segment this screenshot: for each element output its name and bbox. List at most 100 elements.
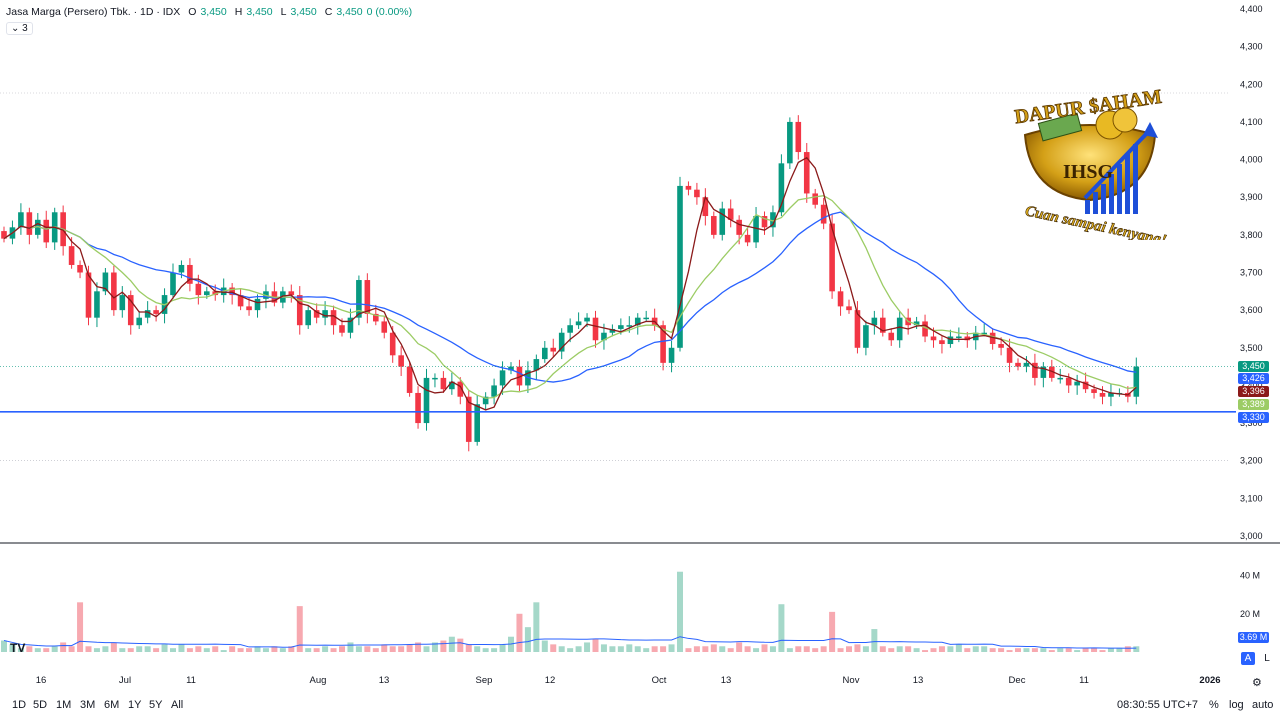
candle-body bbox=[702, 197, 709, 217]
candle-body bbox=[1133, 366, 1140, 397]
candle-body bbox=[770, 212, 776, 228]
volume-bar bbox=[93, 648, 100, 652]
volume-bar bbox=[626, 644, 633, 652]
volume-bar bbox=[220, 650, 227, 652]
volume-bar bbox=[600, 644, 607, 652]
range-all-button[interactable]: All bbox=[171, 699, 184, 711]
volume-bar bbox=[693, 646, 700, 652]
lock-l-button[interactable]: L bbox=[1264, 653, 1270, 664]
candle-body bbox=[296, 295, 303, 326]
auto-scale-button[interactable]: auto bbox=[1252, 699, 1274, 711]
time-axis-label: 13 bbox=[721, 675, 732, 686]
log-scale-button[interactable]: log bbox=[1229, 699, 1244, 711]
candle-body bbox=[423, 377, 430, 424]
volume-bar bbox=[26, 646, 33, 652]
volume-bar bbox=[896, 646, 903, 652]
ma-medium-line bbox=[3, 195, 1137, 399]
volume-bar bbox=[871, 629, 878, 652]
volume-bar bbox=[43, 648, 50, 652]
candle-body bbox=[558, 332, 565, 352]
candle-body bbox=[744, 234, 751, 243]
candle-body bbox=[550, 347, 557, 352]
volume-bar bbox=[161, 644, 168, 652]
volume-bar bbox=[769, 646, 776, 652]
indicators-toggle-button[interactable]: ⌄ 3 bbox=[6, 22, 33, 35]
candle-body bbox=[457, 381, 464, 397]
candle-body bbox=[837, 291, 844, 307]
range-1m-button[interactable]: 1M bbox=[56, 699, 72, 711]
candle-body bbox=[668, 347, 675, 363]
volume-bar bbox=[1091, 648, 1098, 652]
candle-body bbox=[26, 212, 33, 235]
candle-body bbox=[719, 208, 726, 235]
time-axis-label: Aug bbox=[310, 675, 327, 686]
range-3m-button[interactable]: 3M bbox=[80, 699, 96, 711]
close-label: C bbox=[324, 6, 333, 18]
auto-fit-a-button[interactable]: A bbox=[1241, 652, 1255, 665]
candle-body bbox=[144, 310, 151, 318]
volume-bar bbox=[930, 648, 937, 652]
candle-body bbox=[1074, 381, 1080, 386]
range-5d-button[interactable]: 5D bbox=[33, 699, 48, 711]
candle-body bbox=[178, 264, 185, 273]
time-axis-label: 12 bbox=[545, 675, 556, 686]
candle-body bbox=[660, 325, 666, 363]
tv-logo[interactable]: TV bbox=[10, 641, 26, 655]
volume-bar bbox=[964, 648, 971, 652]
time-axis-label: 13 bbox=[913, 675, 924, 686]
candle-body bbox=[212, 291, 219, 296]
price-axis-label: 4,100 bbox=[1240, 117, 1263, 127]
volume-bar bbox=[1031, 648, 1038, 652]
volume-bar bbox=[246, 648, 253, 652]
range-1d-button[interactable]: 1D bbox=[12, 699, 27, 711]
volume-bar bbox=[575, 646, 582, 652]
volume-bar bbox=[795, 646, 802, 652]
volume-bar bbox=[51, 646, 58, 652]
volume-bar bbox=[144, 646, 151, 652]
settings-gear-icon[interactable]: ⚙ bbox=[1252, 677, 1262, 689]
volume-bar bbox=[972, 646, 979, 652]
volume-bar bbox=[1048, 650, 1055, 652]
logo-top-text: DAPUR $AHAM bbox=[1013, 86, 1163, 128]
volume-bar bbox=[136, 646, 143, 652]
range-5y-button[interactable]: 5Y bbox=[149, 699, 163, 711]
chevron-down-icon: ⌄ bbox=[11, 23, 20, 34]
candle-body bbox=[829, 223, 835, 292]
indicator-count: 3 bbox=[22, 23, 28, 34]
candle-body bbox=[356, 280, 362, 318]
candle-body bbox=[170, 272, 176, 296]
price-axis-label: 3,300 bbox=[1240, 418, 1263, 428]
high-value: 3,450 bbox=[246, 6, 273, 18]
candle-body bbox=[499, 370, 506, 386]
clock[interactable]: 08:30:55 UTC+7 bbox=[1117, 699, 1199, 711]
percent-scale-button[interactable]: % bbox=[1209, 699, 1219, 711]
time-axis-label: Dec bbox=[1009, 675, 1026, 686]
volume-bar bbox=[271, 646, 278, 652]
candle-body bbox=[246, 306, 252, 311]
candle-body bbox=[947, 336, 954, 345]
price-tag: 3,389 bbox=[1238, 399, 1269, 410]
candle-body bbox=[1108, 392, 1114, 397]
volume-bar bbox=[305, 648, 312, 652]
volume-bar bbox=[1023, 648, 1030, 652]
low-label: L bbox=[280, 6, 287, 18]
volume-bar bbox=[389, 646, 396, 652]
price-axis-label: 4,300 bbox=[1240, 42, 1263, 52]
volume-bar bbox=[727, 648, 734, 652]
volume-bar bbox=[643, 648, 650, 652]
volume-bar bbox=[237, 648, 244, 652]
volume-bar bbox=[541, 640, 548, 652]
range-6m-button[interactable]: 6M bbox=[104, 699, 120, 711]
volume-bar bbox=[60, 642, 67, 652]
time-axis-label: 11 bbox=[186, 675, 196, 686]
candle-body bbox=[888, 332, 895, 341]
candle-body bbox=[930, 336, 937, 341]
volume-bar bbox=[854, 644, 861, 652]
volume-bar bbox=[761, 644, 768, 652]
candle-body bbox=[753, 216, 759, 243]
volume-bar bbox=[829, 611, 836, 652]
candle-body bbox=[68, 246, 75, 265]
range-1y-button[interactable]: 1Y bbox=[128, 699, 142, 711]
symbol-title[interactable]: Jasa Marga (Persero) Tbk. · 1D · IDX bbox=[6, 6, 181, 18]
